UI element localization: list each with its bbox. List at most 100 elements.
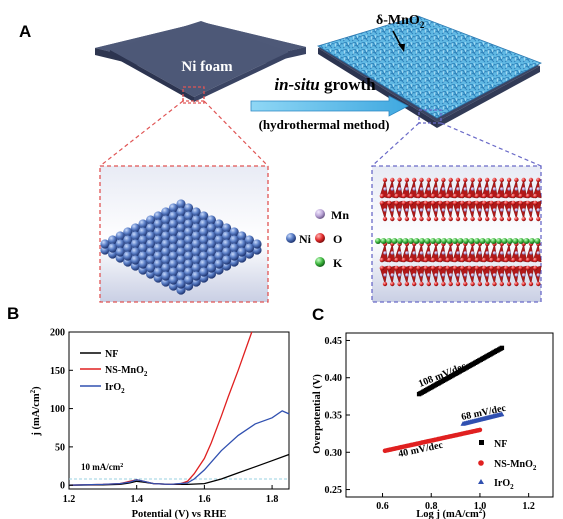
mno6-octahedron bbox=[394, 265, 403, 287]
k-atom bbox=[496, 238, 502, 244]
o-atom bbox=[477, 216, 483, 222]
legend-b-nf: NF bbox=[105, 349, 118, 360]
mno6-octahedron bbox=[533, 265, 542, 287]
o-atom bbox=[408, 200, 414, 206]
o-atom bbox=[455, 177, 461, 183]
mno6-octahedron bbox=[423, 241, 433, 263]
mn-atom bbox=[397, 208, 402, 212]
k-atom bbox=[512, 238, 519, 244]
mno6-octahedron bbox=[387, 177, 396, 199]
mno6-octahedron bbox=[474, 177, 484, 199]
mn-atom bbox=[434, 273, 438, 277]
ni-atom bbox=[161, 263, 171, 273]
o-atom bbox=[489, 200, 494, 206]
ni-atom bbox=[146, 263, 156, 273]
lsv-curve-1 bbox=[68, 331, 253, 486]
o-atom bbox=[474, 193, 480, 199]
mn-atom bbox=[427, 251, 431, 255]
mn-atom bbox=[500, 208, 504, 212]
o-atom bbox=[419, 281, 424, 287]
mn-atom bbox=[463, 251, 467, 255]
mno6-octahedron bbox=[503, 177, 513, 199]
o-atom bbox=[514, 177, 519, 183]
o-atom bbox=[477, 177, 483, 183]
ni-atom bbox=[199, 211, 209, 221]
mno6-octahedron bbox=[467, 177, 476, 199]
o-atom bbox=[470, 216, 475, 222]
ni-atom bbox=[176, 207, 186, 217]
o-atom bbox=[481, 257, 487, 263]
o-atom bbox=[514, 281, 519, 287]
o-atom bbox=[394, 257, 399, 263]
mno6-octahedron bbox=[511, 265, 520, 287]
o-atom bbox=[503, 193, 509, 199]
mn-atom bbox=[405, 273, 409, 277]
panel-b-legend: NF NS-MnO2 IrO2 bbox=[80, 349, 148, 395]
ni-atom bbox=[184, 203, 194, 213]
ni-atom bbox=[176, 271, 186, 281]
ni-atom bbox=[138, 219, 148, 229]
ni-atom bbox=[206, 247, 216, 257]
mn-atom bbox=[492, 208, 497, 212]
ni-atom bbox=[206, 215, 216, 225]
ni-atom bbox=[146, 231, 156, 241]
mn-atom bbox=[419, 208, 424, 212]
mn-atom bbox=[522, 251, 526, 255]
mno6-octahedron bbox=[467, 265, 476, 287]
mno6-octahedron bbox=[481, 177, 491, 199]
o-atom bbox=[441, 281, 446, 287]
mno6-octahedron bbox=[430, 265, 440, 287]
o-atom bbox=[408, 257, 414, 263]
mn-atom bbox=[507, 251, 511, 255]
mno6-octahedron bbox=[438, 200, 447, 222]
o-atom bbox=[430, 193, 436, 199]
mn-atom bbox=[485, 251, 489, 255]
ni-atom bbox=[161, 255, 171, 265]
ni-atom bbox=[130, 247, 140, 257]
tafel-point-nsmno2 bbox=[477, 427, 483, 433]
o-atom bbox=[506, 177, 512, 183]
o-atom bbox=[511, 193, 516, 199]
ni-atom bbox=[161, 223, 171, 233]
ni-atom bbox=[191, 207, 201, 217]
legend-c-nf: NF bbox=[494, 439, 507, 450]
mno6-octahedron bbox=[379, 265, 389, 287]
mn-atom bbox=[478, 273, 482, 277]
ni-atom bbox=[168, 267, 178, 277]
panel-c-ytick-label: 0.45 bbox=[325, 336, 343, 347]
mn-atom bbox=[390, 187, 394, 191]
o-atom bbox=[445, 200, 451, 206]
mno6-octahedron bbox=[423, 265, 433, 287]
ni-atom bbox=[153, 227, 163, 237]
o-atom bbox=[408, 193, 414, 199]
mn-atom bbox=[427, 273, 431, 277]
mn-atom bbox=[463, 273, 467, 277]
legend-c-nsmno2: NS-MnO2 bbox=[494, 459, 537, 472]
ni-atom bbox=[176, 263, 186, 273]
o-atom bbox=[518, 193, 523, 199]
k-atom bbox=[529, 238, 535, 244]
ni-atom bbox=[168, 235, 178, 245]
o-atom bbox=[467, 265, 472, 271]
o-atom bbox=[445, 265, 451, 271]
panel-c: C 0.6 0.8 1.0 1.2 0.25 0.30 0.35 0.40 0.45 108 m… bbox=[312, 305, 554, 519]
mno6-octahedron bbox=[496, 265, 506, 287]
k-atom bbox=[474, 238, 480, 244]
o-atom bbox=[430, 265, 436, 271]
o-atom bbox=[452, 257, 458, 263]
method-label: (hydrothermal method) bbox=[259, 117, 390, 132]
mno6-octahedron bbox=[394, 177, 403, 199]
slope-nf: 108 mV/dec bbox=[417, 361, 468, 390]
o-atom bbox=[448, 177, 453, 183]
mn-atom bbox=[412, 251, 416, 255]
o-atom bbox=[452, 193, 458, 199]
o-atom bbox=[423, 265, 429, 271]
o-atom bbox=[394, 265, 399, 271]
ni-atom bbox=[176, 279, 186, 289]
ni-atom bbox=[206, 263, 216, 273]
mno6-octahedron bbox=[518, 200, 527, 222]
svg-text:Mn: Mn bbox=[331, 208, 349, 222]
ni-atom bbox=[176, 223, 186, 233]
o-atom bbox=[528, 216, 534, 222]
ni-atom bbox=[153, 259, 163, 269]
